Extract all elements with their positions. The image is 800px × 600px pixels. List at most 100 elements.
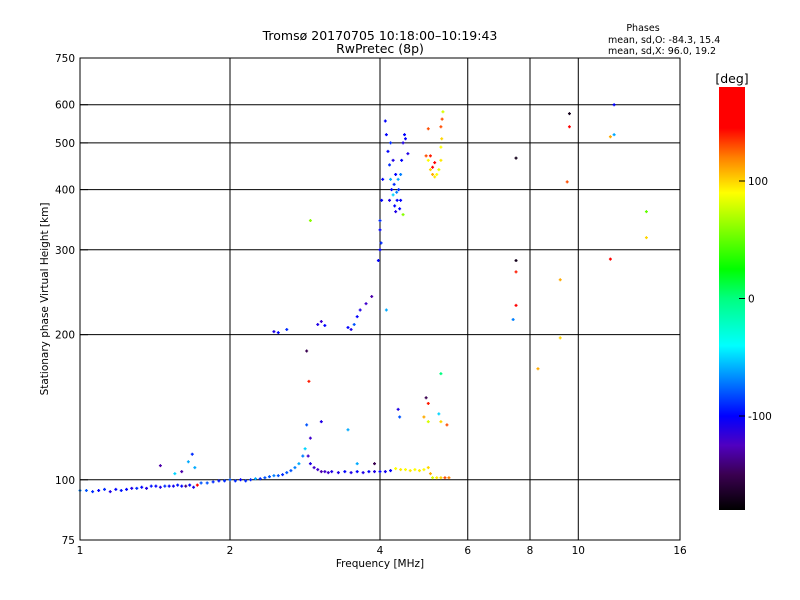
data-point xyxy=(305,349,309,353)
data-point xyxy=(441,110,445,114)
data-point xyxy=(567,112,571,116)
x-tick-label: 16 xyxy=(673,545,687,557)
data-point xyxy=(355,315,359,319)
data-point xyxy=(389,141,393,145)
data-point xyxy=(316,468,320,472)
data-point xyxy=(211,480,215,484)
data-point xyxy=(439,158,443,162)
data-point xyxy=(428,168,432,172)
data-point xyxy=(186,460,190,464)
data-point xyxy=(130,486,134,490)
data-point xyxy=(399,198,403,202)
data-point xyxy=(349,471,353,475)
data-point xyxy=(428,154,432,158)
data-point xyxy=(406,152,410,156)
data-point xyxy=(319,470,323,474)
data-point xyxy=(422,468,426,472)
data-point xyxy=(401,213,405,217)
data-point xyxy=(114,487,118,491)
data-point xyxy=(424,154,428,158)
data-point xyxy=(403,133,407,137)
data-point xyxy=(644,210,648,214)
data-point xyxy=(307,379,311,383)
data-point xyxy=(399,172,403,176)
data-point xyxy=(514,156,518,160)
x-tick-label: 1 xyxy=(77,545,84,557)
data-point xyxy=(445,423,449,427)
data-point xyxy=(180,484,184,488)
data-point xyxy=(378,470,382,474)
data-point xyxy=(145,486,149,490)
data-point xyxy=(370,295,374,299)
colorbar-ticks: 100 0 -100 xyxy=(739,176,772,423)
data-point xyxy=(312,466,316,470)
plot-frame xyxy=(79,57,681,541)
data-point xyxy=(391,158,395,162)
data-point xyxy=(276,474,280,478)
data-point xyxy=(223,479,227,483)
x-tick-label: 8 xyxy=(527,545,534,557)
data-point xyxy=(424,396,428,400)
data-point xyxy=(355,462,359,466)
data-point xyxy=(171,484,175,488)
data-point xyxy=(228,478,232,482)
data-point xyxy=(319,420,323,424)
data-point xyxy=(439,125,443,129)
data-point xyxy=(396,407,400,411)
data-point xyxy=(173,472,177,476)
data-point xyxy=(413,468,417,472)
data-point xyxy=(558,278,562,282)
data-point xyxy=(193,466,197,470)
data-point xyxy=(285,328,289,332)
y-tick-label: 200 xyxy=(55,330,75,342)
data-point xyxy=(514,270,518,274)
data-point xyxy=(433,161,437,165)
data-point xyxy=(384,308,388,312)
data-point xyxy=(233,479,237,483)
data-point xyxy=(199,481,203,485)
data-point xyxy=(439,476,443,480)
data-point xyxy=(422,415,426,419)
data-point xyxy=(394,210,398,214)
data-point xyxy=(644,236,648,240)
data-point xyxy=(384,133,388,137)
data-point xyxy=(378,248,382,252)
data-point xyxy=(514,259,518,263)
data-point xyxy=(326,471,330,475)
data-point xyxy=(383,119,387,123)
stats-x-mode: mean, sd,X: 96.0, 19.2 xyxy=(608,46,716,57)
data-point xyxy=(163,484,167,488)
data-point xyxy=(176,483,180,487)
data-point xyxy=(395,198,399,202)
data-point xyxy=(308,219,312,223)
data-point xyxy=(608,257,612,261)
data-point xyxy=(316,322,320,326)
y-tick-label: 300 xyxy=(55,245,75,257)
data-point xyxy=(399,468,403,472)
data-point xyxy=(158,464,162,468)
data-point xyxy=(401,141,405,145)
data-point xyxy=(306,454,310,458)
data-point xyxy=(355,470,359,474)
data-point xyxy=(394,172,398,176)
data-point xyxy=(403,137,407,141)
data-point xyxy=(267,475,271,479)
data-point xyxy=(417,469,421,473)
x-tick-label: 2 xyxy=(227,545,234,557)
data-points xyxy=(78,103,648,494)
data-point xyxy=(125,487,129,491)
data-point xyxy=(323,470,327,474)
data-point xyxy=(361,471,365,475)
data-point xyxy=(447,476,451,480)
data-point xyxy=(428,472,432,476)
data-point xyxy=(217,479,221,483)
data-point xyxy=(276,331,280,335)
data-point xyxy=(511,318,515,322)
x-tick-label: 6 xyxy=(464,545,471,557)
data-point xyxy=(358,308,362,312)
data-point xyxy=(440,137,444,141)
data-point xyxy=(426,127,430,131)
data-point xyxy=(297,462,301,466)
data-point xyxy=(558,336,562,340)
data-point xyxy=(400,158,404,162)
